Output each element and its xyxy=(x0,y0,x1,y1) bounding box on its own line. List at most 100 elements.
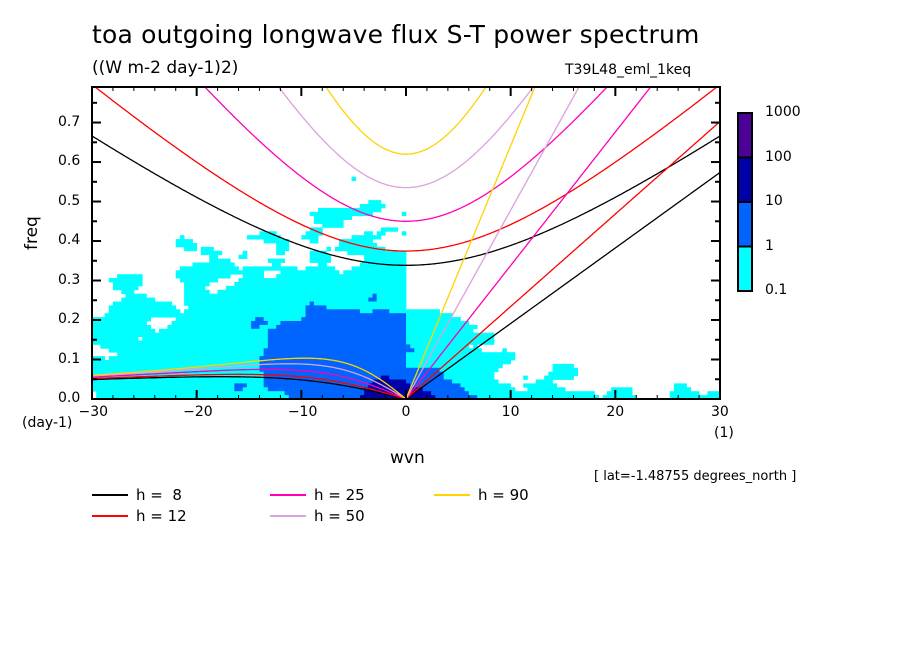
contour-cell xyxy=(196,282,202,287)
contour-cell xyxy=(272,360,277,365)
contour-cell xyxy=(280,379,285,384)
contour-cell xyxy=(435,352,440,357)
contour-cell xyxy=(150,367,156,373)
contour-cell xyxy=(389,348,394,353)
contour-cell xyxy=(452,348,457,353)
contour-cell xyxy=(225,274,231,279)
contour-cell xyxy=(305,371,311,376)
contour-cell xyxy=(221,340,227,345)
contour-cell xyxy=(142,305,147,310)
contour-cell xyxy=(414,363,419,369)
contour-cell xyxy=(401,285,407,291)
contour-cell xyxy=(309,395,315,400)
contour-cell xyxy=(347,211,352,217)
contour-cell xyxy=(234,391,239,396)
contour-cell xyxy=(426,371,432,376)
contour-cell xyxy=(184,278,189,283)
contour-cell xyxy=(309,250,315,256)
contour-cell xyxy=(209,336,214,341)
contour-cell xyxy=(267,317,273,322)
contour-cell xyxy=(414,313,419,318)
contour-cell xyxy=(334,207,340,213)
contour-cell xyxy=(485,391,491,396)
contour-cell xyxy=(288,375,294,380)
contour-cell xyxy=(213,324,218,330)
contour-cell xyxy=(343,313,348,318)
contour-cell xyxy=(368,352,373,357)
contour-cell xyxy=(301,282,306,287)
contour-cell xyxy=(351,211,357,217)
contour-cell xyxy=(376,204,382,209)
contour-cell xyxy=(108,278,114,283)
contour-cell xyxy=(292,313,298,318)
contour-cell xyxy=(205,348,210,353)
contour-cell xyxy=(393,344,399,349)
contour-cell xyxy=(439,340,445,345)
contour-cell xyxy=(284,246,290,252)
contour-cell xyxy=(376,367,382,373)
contour-cell xyxy=(351,270,357,275)
contour-cell xyxy=(121,297,126,302)
contour-cell xyxy=(548,375,553,380)
contour-cell xyxy=(104,367,110,373)
legend-swatch xyxy=(270,494,306,496)
contour-cell xyxy=(443,340,449,345)
contour-cell xyxy=(225,297,231,302)
contour-cell xyxy=(489,336,495,341)
contour-cell xyxy=(380,204,386,209)
contour-cell xyxy=(468,375,474,380)
contour-cell xyxy=(200,379,206,384)
contour-cell xyxy=(125,293,131,298)
contour-cell xyxy=(209,375,214,380)
contour-cell xyxy=(414,344,419,349)
contour-cell xyxy=(397,363,403,369)
contour-cell xyxy=(175,243,181,248)
contour-cell xyxy=(188,379,193,384)
contour-cell xyxy=(200,395,206,400)
contour-cell xyxy=(343,297,348,302)
contour-cell xyxy=(343,352,348,357)
contour-cell xyxy=(259,328,265,334)
contour-cell xyxy=(192,262,198,267)
contour-cell xyxy=(288,371,294,376)
contour-cell xyxy=(456,348,461,353)
contour-cell xyxy=(406,321,411,326)
contour-cell xyxy=(489,371,495,376)
contour-cell xyxy=(209,391,214,396)
contour-cell xyxy=(192,321,198,326)
contour-cell xyxy=(205,321,210,326)
contour-cell xyxy=(246,321,252,326)
contour-cell xyxy=(297,274,302,279)
contour-cell xyxy=(326,375,332,380)
contour-cell xyxy=(305,317,311,322)
contour-cell xyxy=(188,282,193,287)
contour-cell xyxy=(355,391,361,396)
contour-cell xyxy=(209,254,214,259)
contour-cell xyxy=(376,309,382,314)
contour-cell xyxy=(586,391,591,396)
contour-cell xyxy=(330,332,336,337)
contour-cell xyxy=(221,262,227,267)
contour-cell xyxy=(380,231,386,236)
contour-cell xyxy=(339,324,344,330)
contour-cell xyxy=(213,274,218,279)
contour-cell xyxy=(330,274,336,279)
contour-cell xyxy=(297,340,302,345)
contour-cell xyxy=(313,317,319,322)
contour-cell xyxy=(209,313,214,318)
contour-cell xyxy=(406,340,411,345)
contour-cell xyxy=(330,215,336,220)
contour-cell xyxy=(531,383,537,388)
contour-cell xyxy=(92,383,97,388)
contour-cell xyxy=(318,324,323,330)
contour-cell xyxy=(439,391,445,396)
contour-cell xyxy=(200,360,206,365)
contour-cell xyxy=(104,379,110,384)
contour-cell xyxy=(179,352,185,357)
contour-cell xyxy=(376,254,382,259)
contour-cell xyxy=(523,391,528,396)
contour-cell xyxy=(171,391,177,396)
contour-cell xyxy=(138,387,143,392)
contour-cell xyxy=(138,282,143,287)
contour-cell xyxy=(305,379,311,384)
